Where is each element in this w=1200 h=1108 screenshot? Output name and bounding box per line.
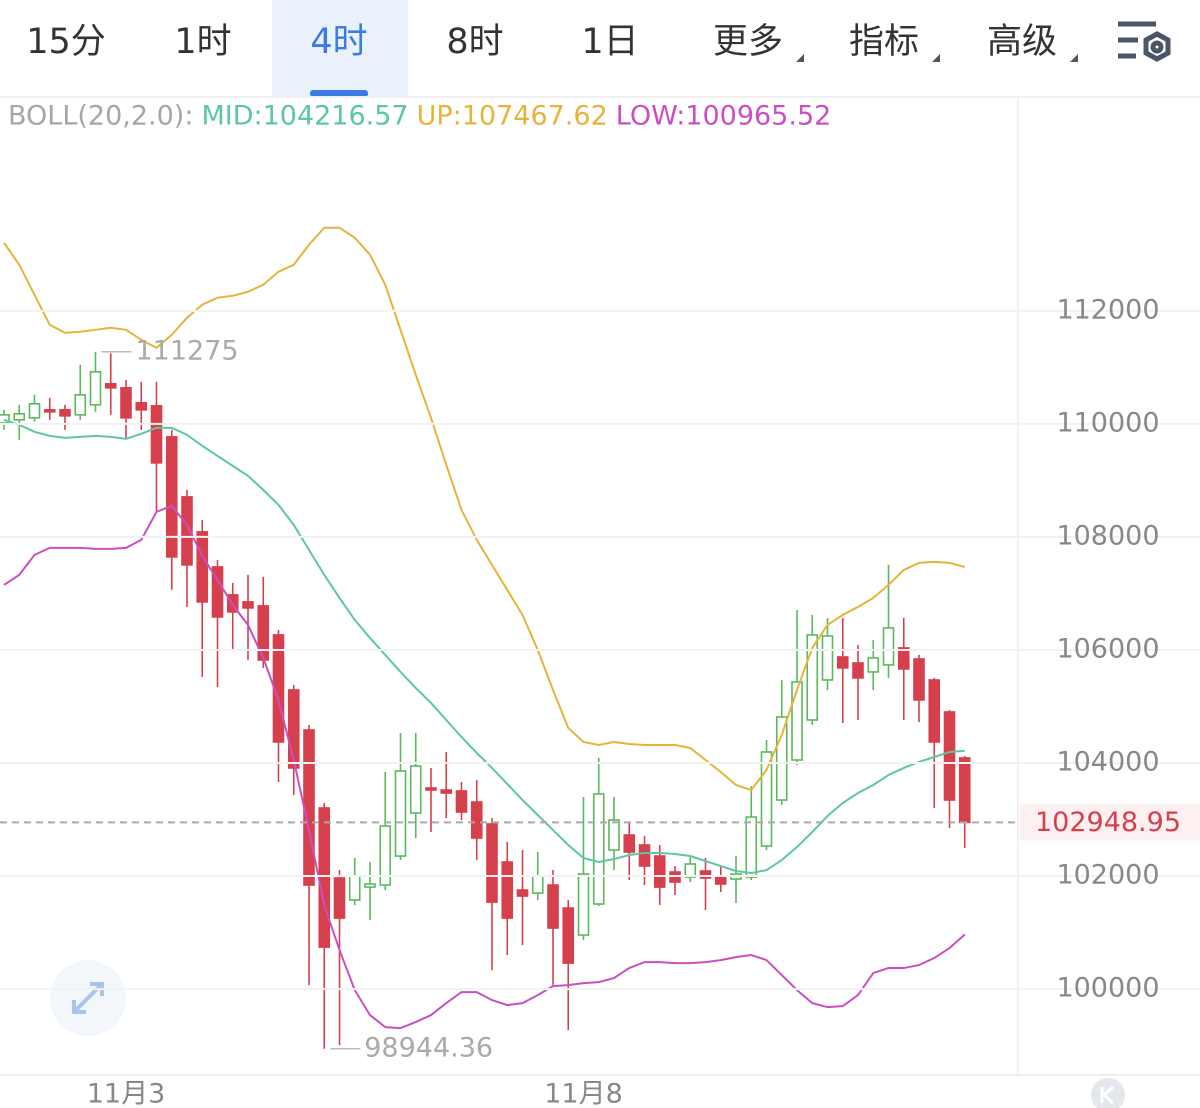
- candle-body: [958, 757, 971, 824]
- active-tab-bg: [272, 0, 408, 97]
- candle-body: [196, 531, 209, 603]
- legend-item: MID:104216.57: [201, 101, 408, 132]
- candle-body: [882, 627, 895, 666]
- candle-body: [74, 394, 87, 416]
- candle-body: [867, 657, 880, 673]
- candle-body: [287, 689, 300, 769]
- scroll-icon: [1100, 1085, 1114, 1105]
- candle-body: [516, 889, 529, 897]
- candle-body: [440, 789, 453, 794]
- candle-body: [608, 819, 620, 851]
- candle-body: [165, 436, 178, 558]
- candle-body: [455, 790, 468, 813]
- candle-body: [897, 647, 910, 670]
- candle-body: [120, 387, 132, 419]
- tab[interactable]: 1日: [581, 22, 638, 62]
- candle-body: [348, 875, 361, 901]
- candle-body: [531, 875, 544, 894]
- high-label: 111275: [136, 335, 239, 366]
- candle-body: [714, 875, 727, 885]
- candle-body: [89, 371, 102, 406]
- settings-icon[interactable]: [1118, 21, 1171, 62]
- candle-body: [821, 635, 834, 681]
- candle-body: [791, 681, 803, 761]
- candle-body: [928, 679, 941, 743]
- candle-body: [425, 787, 437, 791]
- candle-body: [181, 496, 193, 566]
- y-tick-label: 100000: [1056, 973, 1159, 1004]
- candle-body: [913, 658, 925, 701]
- tab[interactable]: 更多: [713, 22, 783, 62]
- candle-body: [775, 716, 788, 801]
- tab[interactable]: 8时: [446, 22, 503, 62]
- tab[interactable]: 1时: [174, 22, 231, 62]
- candle-body: [577, 873, 590, 936]
- low-label: 98944.36: [364, 1032, 493, 1063]
- legend-item: BOLL(20,2.0):: [8, 101, 193, 132]
- candle-body: [592, 793, 605, 905]
- candle-body: [43, 409, 56, 413]
- candle-body: [211, 566, 224, 618]
- y-tick-label: 106000: [1056, 633, 1159, 664]
- candle-body: [486, 823, 498, 903]
- indicator-line: [3, 418, 965, 875]
- candle-body: [379, 825, 392, 886]
- candle-body: [638, 844, 651, 867]
- tab[interactable]: 4时: [310, 22, 367, 62]
- y-tick-label: 102000: [1056, 860, 1159, 891]
- y-tick-label: 108000: [1056, 520, 1159, 551]
- candle-body: [760, 751, 773, 847]
- candle-body: [562, 907, 575, 964]
- indicator-line: [3, 504, 966, 1030]
- tab[interactable]: 15分: [26, 22, 106, 62]
- x-tick-label: 11月3: [87, 1079, 166, 1108]
- tab-menu-arrow: [796, 54, 804, 62]
- candle-body: [394, 770, 407, 857]
- candle-body: [501, 861, 514, 919]
- candle-body: [836, 656, 849, 669]
- legend-item: LOW:100965.52: [616, 101, 832, 132]
- candle-body: [28, 403, 41, 419]
- candle-body: [364, 883, 376, 888]
- candle-body: [242, 601, 254, 609]
- candle-body: [470, 801, 483, 839]
- candle-body: [13, 413, 26, 421]
- candle-body: [623, 834, 636, 853]
- legend-item: UP:107467.62: [417, 101, 608, 132]
- tab[interactable]: 指标: [849, 22, 919, 62]
- x-tick-label: 11月8: [544, 1079, 623, 1108]
- current-price-bg: [1020, 804, 1200, 841]
- y-tick-label: 110000: [1056, 407, 1159, 438]
- tab-menu-arrow: [1070, 54, 1078, 62]
- candle-body: [303, 729, 315, 886]
- candle-body: [409, 765, 422, 814]
- candle-body: [745, 816, 758, 878]
- y-tick-label: 104000: [1056, 747, 1159, 778]
- candle-body: [135, 402, 148, 411]
- candle-body: [547, 884, 559, 929]
- candle-body: [699, 870, 712, 879]
- tab[interactable]: 高级: [987, 22, 1057, 62]
- candle-body: [806, 634, 819, 721]
- candle-body: [852, 662, 864, 679]
- candle-body: [150, 405, 163, 464]
- candle-body: [0, 414, 10, 424]
- candle-body: [684, 863, 697, 878]
- candle-body: [59, 409, 71, 417]
- candle-body: [943, 711, 956, 801]
- tab-menu-arrow: [932, 54, 940, 62]
- indicator-line: [3, 226, 966, 792]
- y-tick-label: 112000: [1056, 294, 1159, 325]
- current-price-label: 102948.95: [1035, 807, 1181, 838]
- candle-body: [653, 855, 666, 888]
- candle-body: [333, 877, 346, 919]
- active-tab-indicator: [310, 90, 368, 97]
- candle-body: [318, 807, 331, 948]
- candle-body: [104, 382, 117, 389]
